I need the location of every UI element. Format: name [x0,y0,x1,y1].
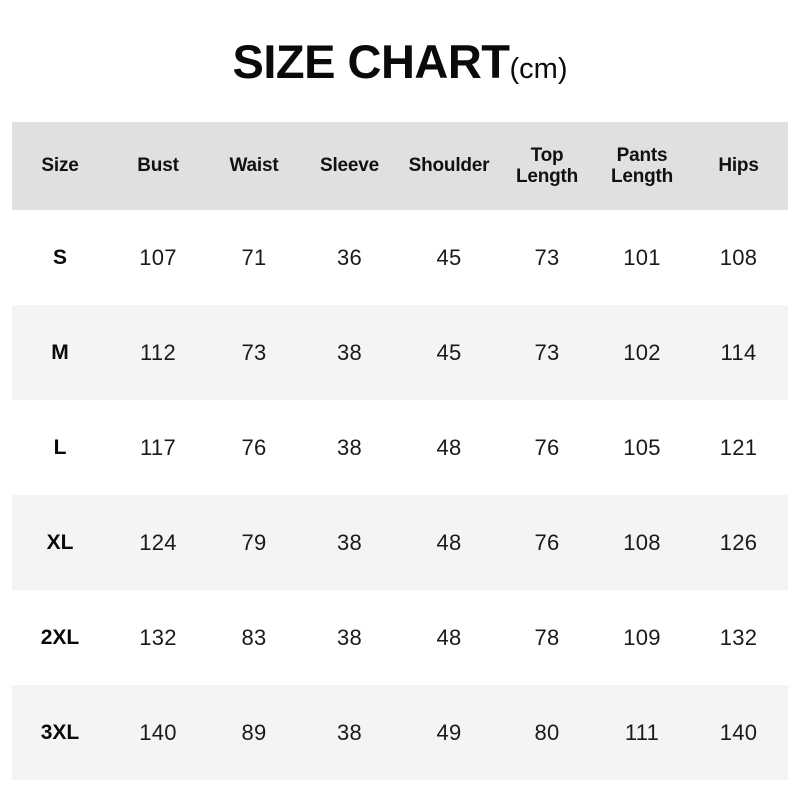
cell-hips: 126 [719,529,758,555]
cell-hips: 108 [719,244,758,270]
cell-pants-length: 101 [623,244,661,270]
cell-top-length: 76 [534,434,560,460]
cell-pants-length: 102 [623,339,661,365]
cell-sleeve: 38 [336,719,363,745]
size-chart-table: Size Bust Waist Sleeve Shoulder Top Length Pant… [12,122,788,780]
column-header-shoulder: Shoulder [399,122,499,210]
cell-sleeve: 38 [336,529,363,555]
cell-shoulder: 49 [436,719,462,745]
size-label: L [53,435,67,459]
column-header-waist: Waist [208,122,300,210]
table-row: 2XL 132 83 38 48 78 109 132 [12,590,788,685]
column-header-line: Top [530,144,564,166]
column-header-line: Sleeve [319,155,380,177]
cell-waist: 89 [241,719,267,745]
column-header-line: Shoulder [408,155,490,177]
column-header-sleeve: Sleeve [300,122,399,210]
column-header-line: Length [610,166,674,187]
cell-waist: 83 [241,624,267,650]
table-row: S 107 71 36 45 73 101 108 [12,210,788,305]
table-row: 3XL 140 89 38 49 80 111 140 [12,685,788,780]
column-header-line: Bust [137,155,179,177]
cell-pants-length: 105 [623,434,661,460]
column-header-top-length: Top Length [499,122,595,210]
table-row: M 112 73 38 45 73 102 114 [12,305,788,400]
page-title-unit: (cm) [509,53,568,85]
cell-pants-length: 109 [623,624,661,650]
cell-bust: 107 [139,244,177,270]
table-header: Size Bust Waist Sleeve Shoulder Top Length Pant… [12,122,788,210]
cell-shoulder: 48 [436,529,462,555]
cell-bust: 132 [139,624,177,650]
size-label: S [52,245,67,269]
cell-sleeve: 38 [336,434,363,460]
column-header-line: Hips [718,155,759,177]
cell-top-length: 76 [534,529,560,555]
size-label: 3XL [40,720,80,744]
cell-top-length: 73 [534,339,560,365]
cell-shoulder: 45 [436,339,462,365]
cell-shoulder: 45 [436,244,462,270]
cell-waist: 76 [241,434,267,460]
cell-sleeve: 38 [336,624,363,650]
cell-sleeve: 36 [336,244,363,270]
cell-bust: 124 [139,529,177,555]
column-header-line: Size [41,155,79,177]
cell-waist: 79 [241,529,267,555]
column-header-hips: Hips [689,122,788,210]
cell-pants-length: 111 [624,719,660,745]
table-row: XL 124 79 38 48 76 108 126 [12,495,788,590]
column-header-line: Waist [229,155,279,177]
table-body: S 107 71 36 45 73 101 108 M 112 73 38 45 73 102 114 L 117… [12,210,788,780]
table-row: L 117 76 38 48 76 105 121 [12,400,788,495]
size-label: M [51,340,69,364]
cell-top-length: 78 [534,624,560,650]
cell-hips: 121 [719,434,758,460]
page-title-main: SIZE CHART [232,35,511,88]
cell-waist: 71 [241,244,267,270]
cell-shoulder: 48 [436,624,462,650]
cell-bust: 117 [140,434,176,460]
column-header-size: Size [12,122,108,210]
column-header-pants-length: Pants Length [595,122,689,210]
cell-top-length: 73 [534,244,560,270]
cell-hips: 132 [719,624,758,650]
cell-bust: 112 [140,339,176,365]
cell-sleeve: 38 [336,339,363,365]
cell-hips: 114 [720,339,757,365]
size-label: XL [46,530,74,554]
cell-shoulder: 48 [436,434,462,460]
cell-hips: 140 [719,719,758,745]
page-title: SIZE CHART(cm) [0,34,800,89]
column-header-line: Pants [616,144,668,166]
table-header-row: Size Bust Waist Sleeve Shoulder Top Length Pant… [12,122,788,210]
column-header-bust: Bust [108,122,208,210]
cell-pants-length: 108 [623,529,661,555]
cell-top-length: 80 [534,719,560,745]
cell-bust: 140 [139,719,177,745]
column-header-line: Length [515,166,579,187]
size-label: 2XL [40,625,80,649]
cell-waist: 73 [241,339,267,365]
